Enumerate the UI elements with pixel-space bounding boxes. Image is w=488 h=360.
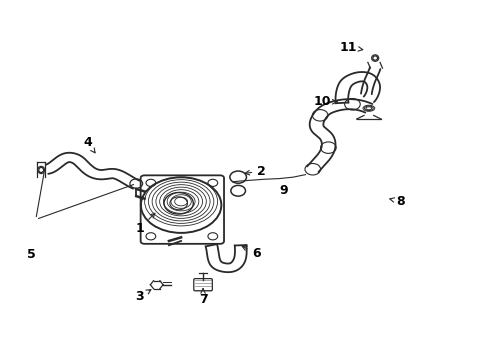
Text: 1: 1	[135, 213, 155, 235]
Text: 8: 8	[389, 195, 404, 208]
Text: 3: 3	[135, 290, 151, 303]
Text: 4: 4	[83, 136, 95, 153]
Text: 5: 5	[26, 248, 35, 261]
Text: 9: 9	[279, 184, 287, 197]
Text: 2: 2	[244, 165, 265, 177]
Text: 10: 10	[313, 95, 336, 108]
Text: 7: 7	[198, 289, 207, 306]
Text: 6: 6	[242, 246, 261, 260]
Text: 11: 11	[339, 41, 362, 54]
